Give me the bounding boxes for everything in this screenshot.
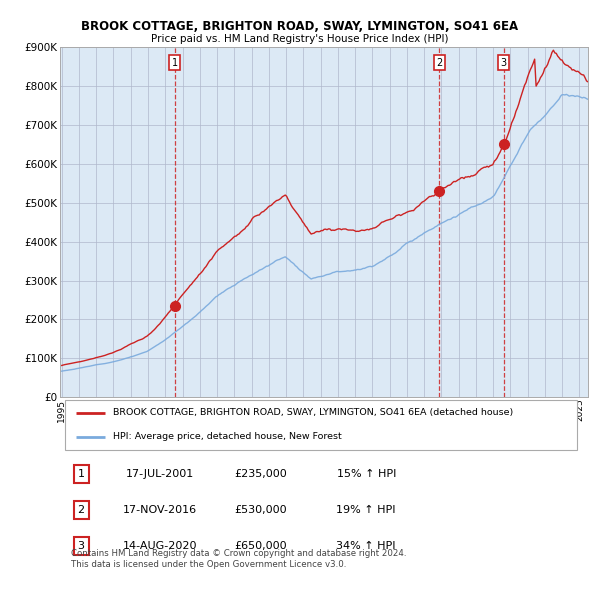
Text: 19% ↑ HPI: 19% ↑ HPI [337,505,396,515]
Text: Contains HM Land Registry data © Crown copyright and database right 2024.
This d: Contains HM Land Registry data © Crown c… [71,549,406,569]
Text: 3: 3 [501,58,507,68]
Text: Price paid vs. HM Land Registry's House Price Index (HPI): Price paid vs. HM Land Registry's House … [151,34,449,44]
Text: 34% ↑ HPI: 34% ↑ HPI [337,541,396,551]
Text: 3: 3 [77,541,85,551]
Text: 17-NOV-2016: 17-NOV-2016 [123,505,197,515]
Text: 14-AUG-2020: 14-AUG-2020 [123,541,197,551]
Text: BROOK COTTAGE, BRIGHTON ROAD, SWAY, LYMINGTON, SO41 6EA: BROOK COTTAGE, BRIGHTON ROAD, SWAY, LYMI… [82,20,518,33]
Text: £235,000: £235,000 [234,469,287,479]
Text: 1: 1 [77,469,85,479]
Text: 15% ↑ HPI: 15% ↑ HPI [337,469,396,479]
Text: HPI: Average price, detached house, New Forest: HPI: Average price, detached house, New … [113,432,341,441]
Text: 1: 1 [172,58,178,68]
Text: £530,000: £530,000 [235,505,287,515]
Text: 17-JUL-2001: 17-JUL-2001 [126,469,194,479]
Text: BROOK COTTAGE, BRIGHTON ROAD, SWAY, LYMINGTON, SO41 6EA (detached house): BROOK COTTAGE, BRIGHTON ROAD, SWAY, LYMI… [113,408,513,417]
FancyBboxPatch shape [65,400,577,450]
Text: 2: 2 [436,58,442,68]
Text: 2: 2 [77,505,85,515]
Text: £650,000: £650,000 [235,541,287,551]
